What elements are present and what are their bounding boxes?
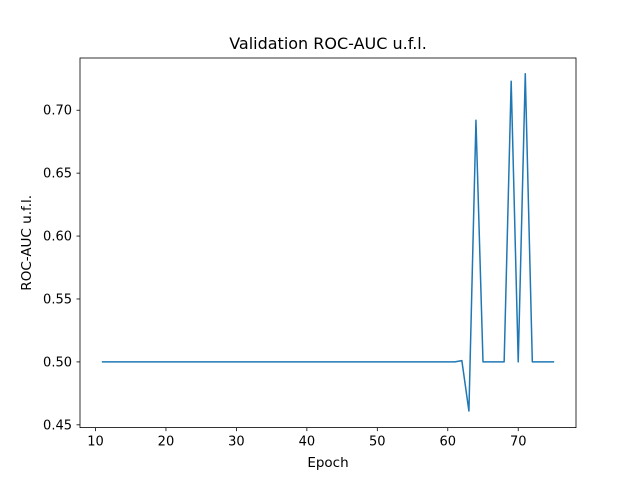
- y-tick-label: 0.45: [43, 418, 72, 433]
- y-axis: 0.45 0.50 0.55 0.60 0.65 0.70: [43, 104, 80, 433]
- y-tick-label: 0.60: [43, 230, 72, 245]
- x-tick-label: 10: [87, 435, 104, 450]
- x-tick-label: 20: [158, 435, 175, 450]
- x-tick-label: 60: [439, 435, 456, 450]
- x-tick-label: 40: [299, 435, 316, 450]
- x-axis-label: Epoch: [307, 455, 348, 471]
- y-tick-label: 0.50: [43, 355, 72, 370]
- series-layer: [101, 72, 555, 412]
- chart-title: Validation ROC-AUC u.f.l.: [229, 34, 427, 53]
- y-tick-label: 0.65: [43, 167, 72, 182]
- y-tick-label: 0.55: [43, 292, 72, 307]
- x-tick-label: 70: [510, 435, 527, 450]
- axes-frame: [79, 57, 577, 429]
- x-axis: 10 20 30 40 50 60 70: [87, 427, 527, 450]
- x-tick-label: 30: [228, 435, 245, 450]
- y-tick-label: 0.70: [43, 104, 72, 119]
- series-line-0: [101, 72, 555, 412]
- y-axis-label: ROC-AUC u.f.l.: [19, 195, 35, 291]
- x-tick-label: 50: [369, 435, 386, 450]
